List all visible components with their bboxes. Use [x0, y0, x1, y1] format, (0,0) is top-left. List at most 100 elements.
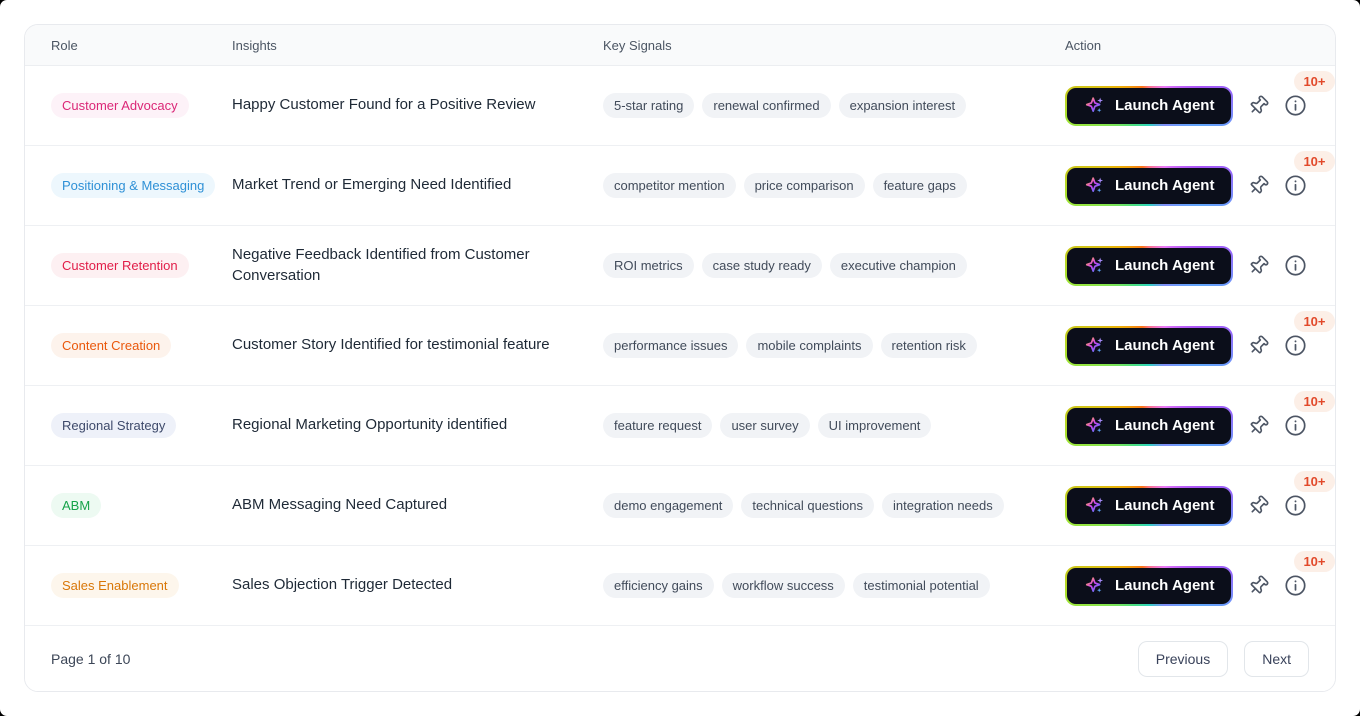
launch-agent-label: Launch Agent [1115, 97, 1215, 114]
signal-tag: integration needs [882, 493, 1004, 518]
page-status: Page 1 of 10 [51, 650, 131, 667]
launch-agent-label: Launch Agent [1115, 577, 1215, 594]
sparkles-icon [1085, 496, 1104, 512]
column-header-key-signals: Key Signals [603, 37, 672, 53]
signal-tag: feature request [603, 413, 713, 438]
role-cell: Customer Retention [51, 253, 232, 278]
count-badge: 10+ [1294, 550, 1335, 572]
signal-tag: UI improvement [817, 413, 932, 438]
info-icon [1285, 575, 1306, 596]
insight-text: Sales Objection Trigger Detected [232, 576, 453, 594]
launch-agent-label: Launch Agent [1115, 257, 1215, 274]
launch-agent-button[interactable]: Launch Agent [1065, 165, 1234, 206]
table-row: Customer Retention Negative Feedback Ide… [25, 226, 1335, 306]
signal-tag: feature gaps [872, 173, 967, 198]
info-wrap: 10+ [1283, 550, 1335, 598]
column-header-role: Role [51, 37, 78, 53]
pin-button[interactable] [1246, 94, 1270, 118]
launch-agent-label: Launch Agent [1115, 417, 1215, 434]
launch-agent-button[interactable]: Launch Agent [1065, 565, 1234, 606]
pin-icon [1250, 175, 1269, 194]
info-wrap: 10+ [1283, 150, 1335, 198]
table-row: ABM ABM Messaging Need Captured demo eng… [25, 466, 1335, 546]
role-badge: Positioning & Messaging [51, 173, 216, 198]
launch-agent-button[interactable]: Launch Agent [1065, 485, 1234, 526]
info-button[interactable] [1283, 174, 1307, 198]
signal-tag: price comparison [743, 173, 865, 198]
pin-button[interactable] [1246, 174, 1270, 198]
signal-tag: competitor mention [603, 173, 736, 198]
info-wrap: 10+ [1283, 390, 1335, 438]
count-badge: 10+ [1294, 150, 1335, 172]
table-row: Sales Enablement Sales Objection Trigger… [25, 546, 1335, 626]
info-icon [1285, 335, 1306, 356]
pin-button[interactable] [1246, 334, 1270, 358]
info-button[interactable] [1283, 414, 1307, 438]
launch-agent-button-inner: Launch Agent [1067, 247, 1232, 284]
info-wrap: 10+ [1283, 470, 1335, 518]
pin-button[interactable] [1246, 254, 1270, 278]
previous-button[interactable]: Previous [1137, 640, 1229, 677]
info-icon [1285, 255, 1306, 276]
sparkles-icon [1085, 576, 1104, 592]
info-button[interactable] [1283, 254, 1307, 278]
role-cell: Sales Enablement [51, 573, 232, 598]
info-button[interactable] [1283, 574, 1307, 598]
signal-tag: 5-star rating [603, 93, 695, 118]
insight-cell: Customer Story Identified for testimonia… [232, 335, 603, 355]
pin-icon [1250, 95, 1269, 114]
table-row: Positioning & Messaging Market Trend or … [25, 146, 1335, 226]
launch-agent-button[interactable]: Launch Agent [1065, 245, 1234, 286]
info-button[interactable] [1283, 334, 1307, 358]
info-button[interactable] [1283, 494, 1307, 518]
role-cell: ABM [51, 493, 232, 518]
launch-agent-label: Launch Agent [1115, 497, 1215, 514]
key-signals-cell: competitor mention price comparison featur… [603, 173, 1065, 198]
action-cell: Launch Agent 10+ [1065, 390, 1335, 446]
launch-agent-button-inner: Launch Agent [1067, 487, 1232, 524]
insight-text: Negative Feedback Identified from Custom… [232, 246, 530, 284]
info-wrap [1283, 254, 1307, 278]
pin-button[interactable] [1246, 414, 1270, 438]
launch-agent-button-inner: Launch Agent [1067, 327, 1232, 364]
insight-cell: Sales Objection Trigger Detected [232, 575, 603, 595]
info-wrap: 10+ [1283, 70, 1335, 118]
launch-agent-label: Launch Agent [1115, 337, 1215, 354]
role-cell: Positioning & Messaging [51, 173, 232, 198]
action-cell: Launch Agent 10+ [1065, 150, 1335, 206]
role-cell: Regional Strategy [51, 413, 232, 438]
key-signals-cell: demo engagement technical questions integr… [603, 493, 1065, 518]
sparkles-icon [1085, 336, 1104, 352]
signal-tag: case study ready [701, 253, 822, 278]
pin-button[interactable] [1246, 574, 1270, 598]
signal-tag: renewal confirmed [702, 93, 831, 118]
sparkles-icon [1085, 96, 1104, 112]
action-cell: Launch Agent 10+ [1065, 470, 1335, 526]
pin-icon [1250, 335, 1269, 354]
column-header-insights: Insights [232, 37, 277, 53]
launch-agent-button[interactable]: Launch Agent [1065, 85, 1234, 126]
insight-text: Customer Story Identified for testimonia… [232, 336, 550, 354]
key-signals-cell: efficiency gains workflow success testimon… [603, 573, 1065, 598]
table-header: Role Insights Key Signals Action [25, 25, 1335, 66]
role-cell: Customer Advocacy [51, 93, 232, 118]
signal-tag: efficiency gains [603, 573, 714, 598]
role-badge: Content Creation [51, 333, 172, 358]
info-icon [1285, 495, 1306, 516]
launch-agent-button-inner: Launch Agent [1067, 87, 1232, 124]
next-button[interactable]: Next [1244, 640, 1309, 677]
info-icon [1285, 175, 1306, 196]
pin-button[interactable] [1246, 494, 1270, 518]
launch-agent-button[interactable]: Launch Agent [1065, 325, 1234, 366]
signal-tag: technical questions [741, 493, 874, 518]
insight-text: Market Trend or Emerging Need Identified [232, 176, 512, 194]
key-signals-cell: 5-star rating renewal confirmed expansion … [603, 93, 1065, 118]
signal-tag: expansion interest [838, 93, 967, 118]
launch-agent-button[interactable]: Launch Agent [1065, 405, 1234, 446]
sparkles-icon [1085, 176, 1104, 192]
info-button[interactable] [1283, 94, 1307, 118]
info-icon [1285, 95, 1306, 116]
pin-icon [1250, 415, 1269, 434]
count-badge: 10+ [1294, 310, 1335, 332]
